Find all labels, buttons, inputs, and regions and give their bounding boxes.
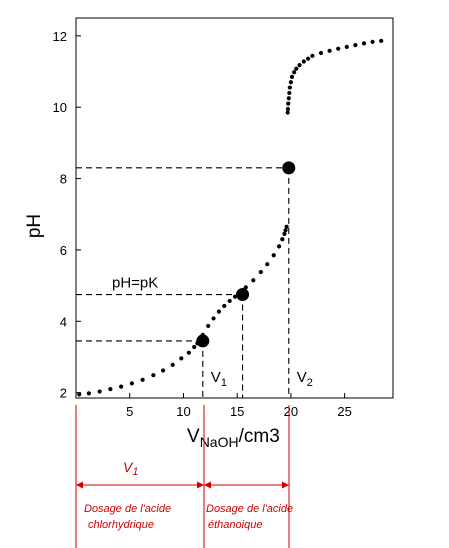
v1-annotation-sub: 1 [221,377,227,389]
x-tick-label: 5 [126,404,133,419]
data-point [227,298,232,304]
lower-v1-main: V [123,459,134,475]
lower-v1-sub: 1 [132,466,138,478]
v2-annotation-sub: 2 [307,377,313,389]
y-tick-label: 12 [53,29,67,44]
highlighted-point [282,161,296,175]
y-tick-label: 10 [53,100,67,115]
data-point [379,38,384,43]
data-point [285,110,290,115]
plot-axes [75,17,394,399]
data-point [286,96,291,101]
data-point [77,392,82,397]
data-point [108,386,113,392]
data-points [77,38,384,397]
data-point [258,269,263,275]
data-point [271,253,276,258]
data-point [97,389,102,394]
data-point [306,56,311,61]
y-tick-label: 2 [60,386,67,401]
data-point [288,80,294,85]
highlighted-point [196,334,210,348]
highlighted-point [236,288,250,302]
data-point [216,309,222,314]
segment1-line1: Dosage de l'acide [84,503,171,515]
data-point [287,85,292,90]
data-point [370,39,375,45]
data-point [336,46,341,51]
data-point [232,294,238,299]
data-point [206,323,211,329]
v1-annotation-main: V [211,369,221,386]
y-tick-label: 6 [60,243,67,258]
x-axis-title-sub: NaOH [200,434,239,450]
data-point [222,303,227,309]
dashed-guides [76,167,290,398]
segment1-line2: chlorhydrique [88,519,154,531]
data-point [301,59,306,64]
data-point [283,228,288,233]
red-arrow-head-left [76,481,83,489]
pk-annotation: pH=pK [112,275,158,292]
data-point [310,53,315,58]
data-point [327,48,332,53]
x-tick-label: 15 [230,404,244,419]
data-point [344,44,349,50]
x-tick-label: 20 [284,404,298,419]
data-point [129,381,134,386]
data-point [289,74,295,79]
red-arrow-head-right [197,481,204,489]
y-axis-title: pH [24,214,45,238]
data-point [151,373,156,378]
data-point [282,231,287,236]
data-point [353,43,358,48]
data-point [292,70,297,75]
data-point [170,362,175,367]
data-point [192,344,197,350]
y-tick-label: 4 [60,314,67,329]
data-point [361,41,367,46]
plot-frame [75,17,394,399]
y-tick-label: 8 [60,172,67,187]
x-axis-title: VNaOH/cm3 [187,426,280,450]
red-arrow-head-right [282,481,289,489]
highlighted-points [196,161,296,348]
data-point [286,101,291,106]
data-point [280,237,285,242]
data-point [140,377,145,382]
data-point [287,90,292,96]
v2-annotation-main: V [297,369,307,386]
data-point [251,278,256,283]
data-point [284,224,289,229]
data-point [265,262,270,267]
data-point [276,244,282,249]
data-point [285,106,291,112]
data-point [211,316,216,321]
red-arrow-head-left [204,481,211,489]
x-tick-label: 10 [176,404,190,419]
data-point [318,50,324,56]
lower-v1-label: V1 [123,459,138,478]
data-point [179,356,184,361]
data-point [294,66,299,71]
lower-annotation-area [75,405,290,548]
segment2-line2: éthanoique [208,519,262,531]
segment2-line1: Dosage de l'acide [206,503,293,515]
x-axis-title-suffix: /cm3 [239,426,280,447]
v1-annotation: V1 [211,369,227,389]
v2-annotation: V2 [297,369,313,389]
data-point [119,384,124,389]
data-point [86,391,91,396]
data-point [160,368,166,373]
data-point [297,62,302,68]
x-tick-label: 25 [337,404,351,419]
x-axis-title-main: V [187,426,200,447]
data-point [186,350,191,355]
